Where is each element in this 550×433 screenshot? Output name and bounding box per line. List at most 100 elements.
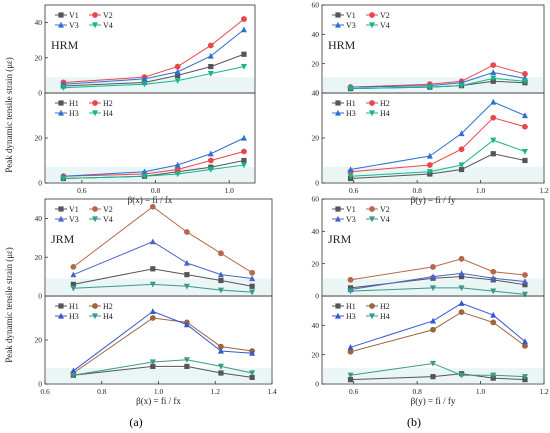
subplot-label-b: (b) (407, 415, 421, 429)
legend-label-H1: H1 (346, 302, 356, 311)
x-tick-label: 0.6 (349, 387, 359, 396)
data-point-V3 (141, 75, 148, 82)
data-point-H2 (522, 123, 528, 130)
legend-label-H3: H3 (346, 109, 356, 118)
legend-marker-H4 (369, 313, 375, 320)
x-axis-label: β(x) = fi / fx (128, 195, 173, 205)
y-tick-label: 40 (35, 18, 43, 27)
legend-label-V4: V4 (380, 21, 390, 30)
y-tick-label: 0 (38, 292, 42, 301)
legend-marker-H1 (335, 100, 341, 106)
x-tick-label: 1.2 (539, 186, 549, 195)
data-point-H4 (426, 169, 433, 175)
bottom-band (46, 166, 254, 182)
data-point-H2 (430, 326, 436, 333)
data-point-V4 (70, 285, 77, 292)
y-axis-label-a: Peak dynamic tensile strain (με) (4, 57, 14, 173)
data-point-V2 (174, 63, 181, 70)
data-point-H3 (347, 166, 354, 173)
legend-label-V4: V4 (103, 215, 113, 224)
legend-label-H1: H1 (346, 99, 356, 108)
data-point-H1 (150, 363, 156, 369)
data-point-V2 (241, 16, 247, 22)
legend-label-V1: V1 (346, 11, 356, 20)
chart-jrm_x: JRM 0 20 40 V1 V2 V3 V4 0 20 H1 H2 H3 H4 0.6 0.8 1.0 1.2 1… (35, 198, 277, 406)
data-point-V4 (458, 285, 465, 292)
chart-tag: JRM (328, 232, 352, 246)
legend-label-V2: V2 (103, 11, 113, 20)
chart-tag: JRM (51, 232, 75, 246)
data-point-H4 (207, 166, 214, 173)
data-point-V3 (149, 238, 156, 245)
legend-label-V3: V3 (346, 21, 356, 30)
data-point-H4 (347, 372, 354, 379)
data-point-V2 (490, 268, 497, 275)
data-point-V1 (522, 282, 528, 288)
data-point-H2 (174, 166, 181, 173)
data-point-V1 (184, 272, 190, 278)
data-point-H2 (241, 148, 247, 155)
data-point-H4 (249, 370, 256, 377)
data-point-H3 (521, 338, 528, 345)
legend-label-V3: V3 (346, 215, 356, 224)
legend-label-H4: H4 (380, 312, 390, 321)
data-point-V3 (240, 26, 247, 33)
data-point-V1 (150, 266, 156, 272)
data-point-V2 (522, 272, 528, 278)
legend-label-V4: V4 (103, 21, 113, 30)
y-tick-label: 20 (35, 336, 43, 345)
data-point-H1 (490, 151, 496, 157)
legend-label-V1: V1 (346, 205, 356, 214)
legend-marker-H2 (92, 303, 98, 309)
data-point-V1 (208, 64, 214, 70)
data-point-H3 (141, 168, 148, 175)
chart-tag: HRM (51, 38, 79, 52)
legend-marker-H3 (58, 109, 64, 116)
data-point-H3 (240, 134, 247, 141)
data-point-H4 (174, 171, 181, 178)
legend-label-H1: H1 (69, 99, 79, 108)
data-point-V4 (347, 86, 354, 92)
data-point-V3 (458, 270, 465, 276)
data-point-H4 (60, 175, 67, 182)
data-point-V4 (458, 83, 465, 89)
legend-marker-V3 (335, 21, 341, 28)
legend-label-H4: H4 (380, 109, 390, 118)
x-tick-label: 1.0 (476, 186, 486, 195)
x-tick-label: 1.0 (154, 387, 164, 396)
series-line-H2 (73, 317, 253, 374)
y-tick-label: 40 (312, 30, 320, 39)
legend-label-H2: H2 (103, 99, 113, 108)
legend-marker-V2 (369, 12, 375, 18)
data-point-V2 (458, 255, 465, 262)
legend-marker-V4 (92, 22, 98, 29)
data-point-V1 (249, 283, 255, 289)
legend-label-V2: V2 (380, 11, 390, 20)
data-point-H3 (430, 317, 436, 324)
subplot-label-a: (a) (129, 415, 142, 429)
y-tick-label: 40 (312, 227, 320, 236)
y-tick-label: 20 (35, 53, 43, 62)
data-point-V2 (430, 264, 436, 270)
data-point-V4 (183, 283, 190, 290)
data-point-V3 (490, 69, 497, 76)
data-point-H4 (70, 372, 77, 379)
data-point-H1 (184, 363, 190, 369)
data-point-H3 (217, 347, 224, 354)
series-line-H3 (350, 101, 526, 170)
data-point-V3 (249, 275, 256, 282)
data-point-H1 (241, 157, 247, 164)
legend-marker-V4 (369, 22, 375, 29)
legend-marker-V3 (58, 21, 64, 28)
chart-tag: HRM (328, 38, 356, 52)
legend-marker-V2 (369, 206, 375, 212)
x-tick-label: 0.6 (40, 387, 50, 396)
data-point-V2 (249, 269, 256, 276)
legend-marker-H2 (369, 303, 375, 309)
data-point-H3 (249, 350, 256, 356)
legend-marker-H1 (335, 303, 341, 309)
data-point-H3 (183, 321, 190, 328)
legend-marker-V1 (335, 206, 341, 212)
data-point-H3 (347, 344, 354, 350)
y-tick-label: 60 (312, 195, 320, 204)
